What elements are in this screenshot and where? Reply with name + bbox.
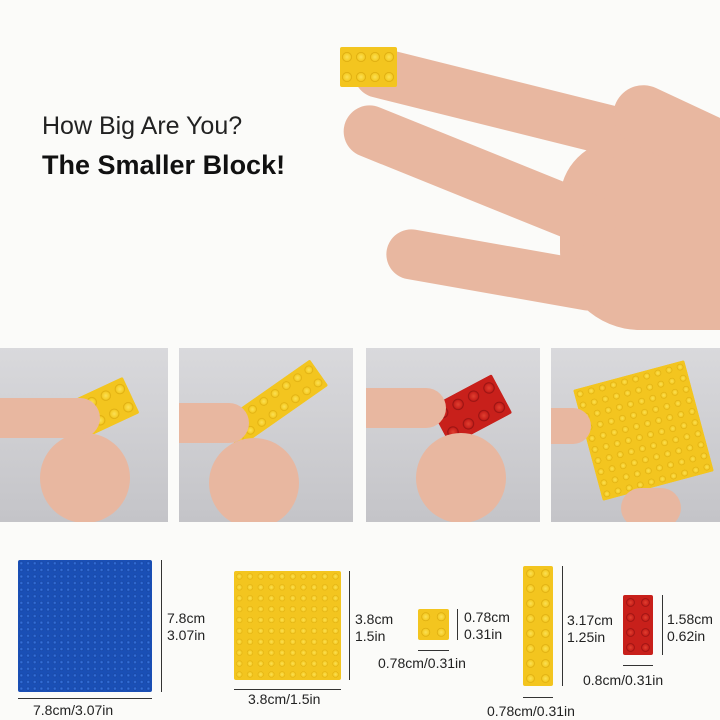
width-label: 0.78cm/0.31in bbox=[378, 655, 466, 671]
photo-red-2x4 bbox=[366, 348, 540, 522]
height-label: 3.17cm 1.25in bbox=[567, 612, 613, 645]
height-label: 7.8cm 3.07in bbox=[167, 610, 206, 643]
photo-yellow-1x8 bbox=[179, 348, 353, 522]
headline-question: How Big Are You? bbox=[42, 112, 243, 140]
width-label: 3.8cm/1.5in bbox=[248, 691, 321, 707]
height-label: 3.8cm 1.5in bbox=[355, 611, 394, 644]
height-label: 1.58cm 0.62in bbox=[667, 611, 713, 644]
width-label: 0.8cm/0.31in bbox=[583, 672, 664, 688]
width-label: 0.78cm/0.31in bbox=[487, 703, 575, 719]
height-label: 0.78cm 0.31in bbox=[464, 609, 510, 642]
photo-yellow-plate bbox=[551, 348, 720, 522]
small-brick bbox=[340, 47, 397, 87]
headline-tagline: The Smaller Block! bbox=[42, 150, 286, 180]
photo-yellow-2x4 bbox=[0, 348, 168, 522]
width-label: 7.8cm/3.07in bbox=[33, 702, 114, 718]
